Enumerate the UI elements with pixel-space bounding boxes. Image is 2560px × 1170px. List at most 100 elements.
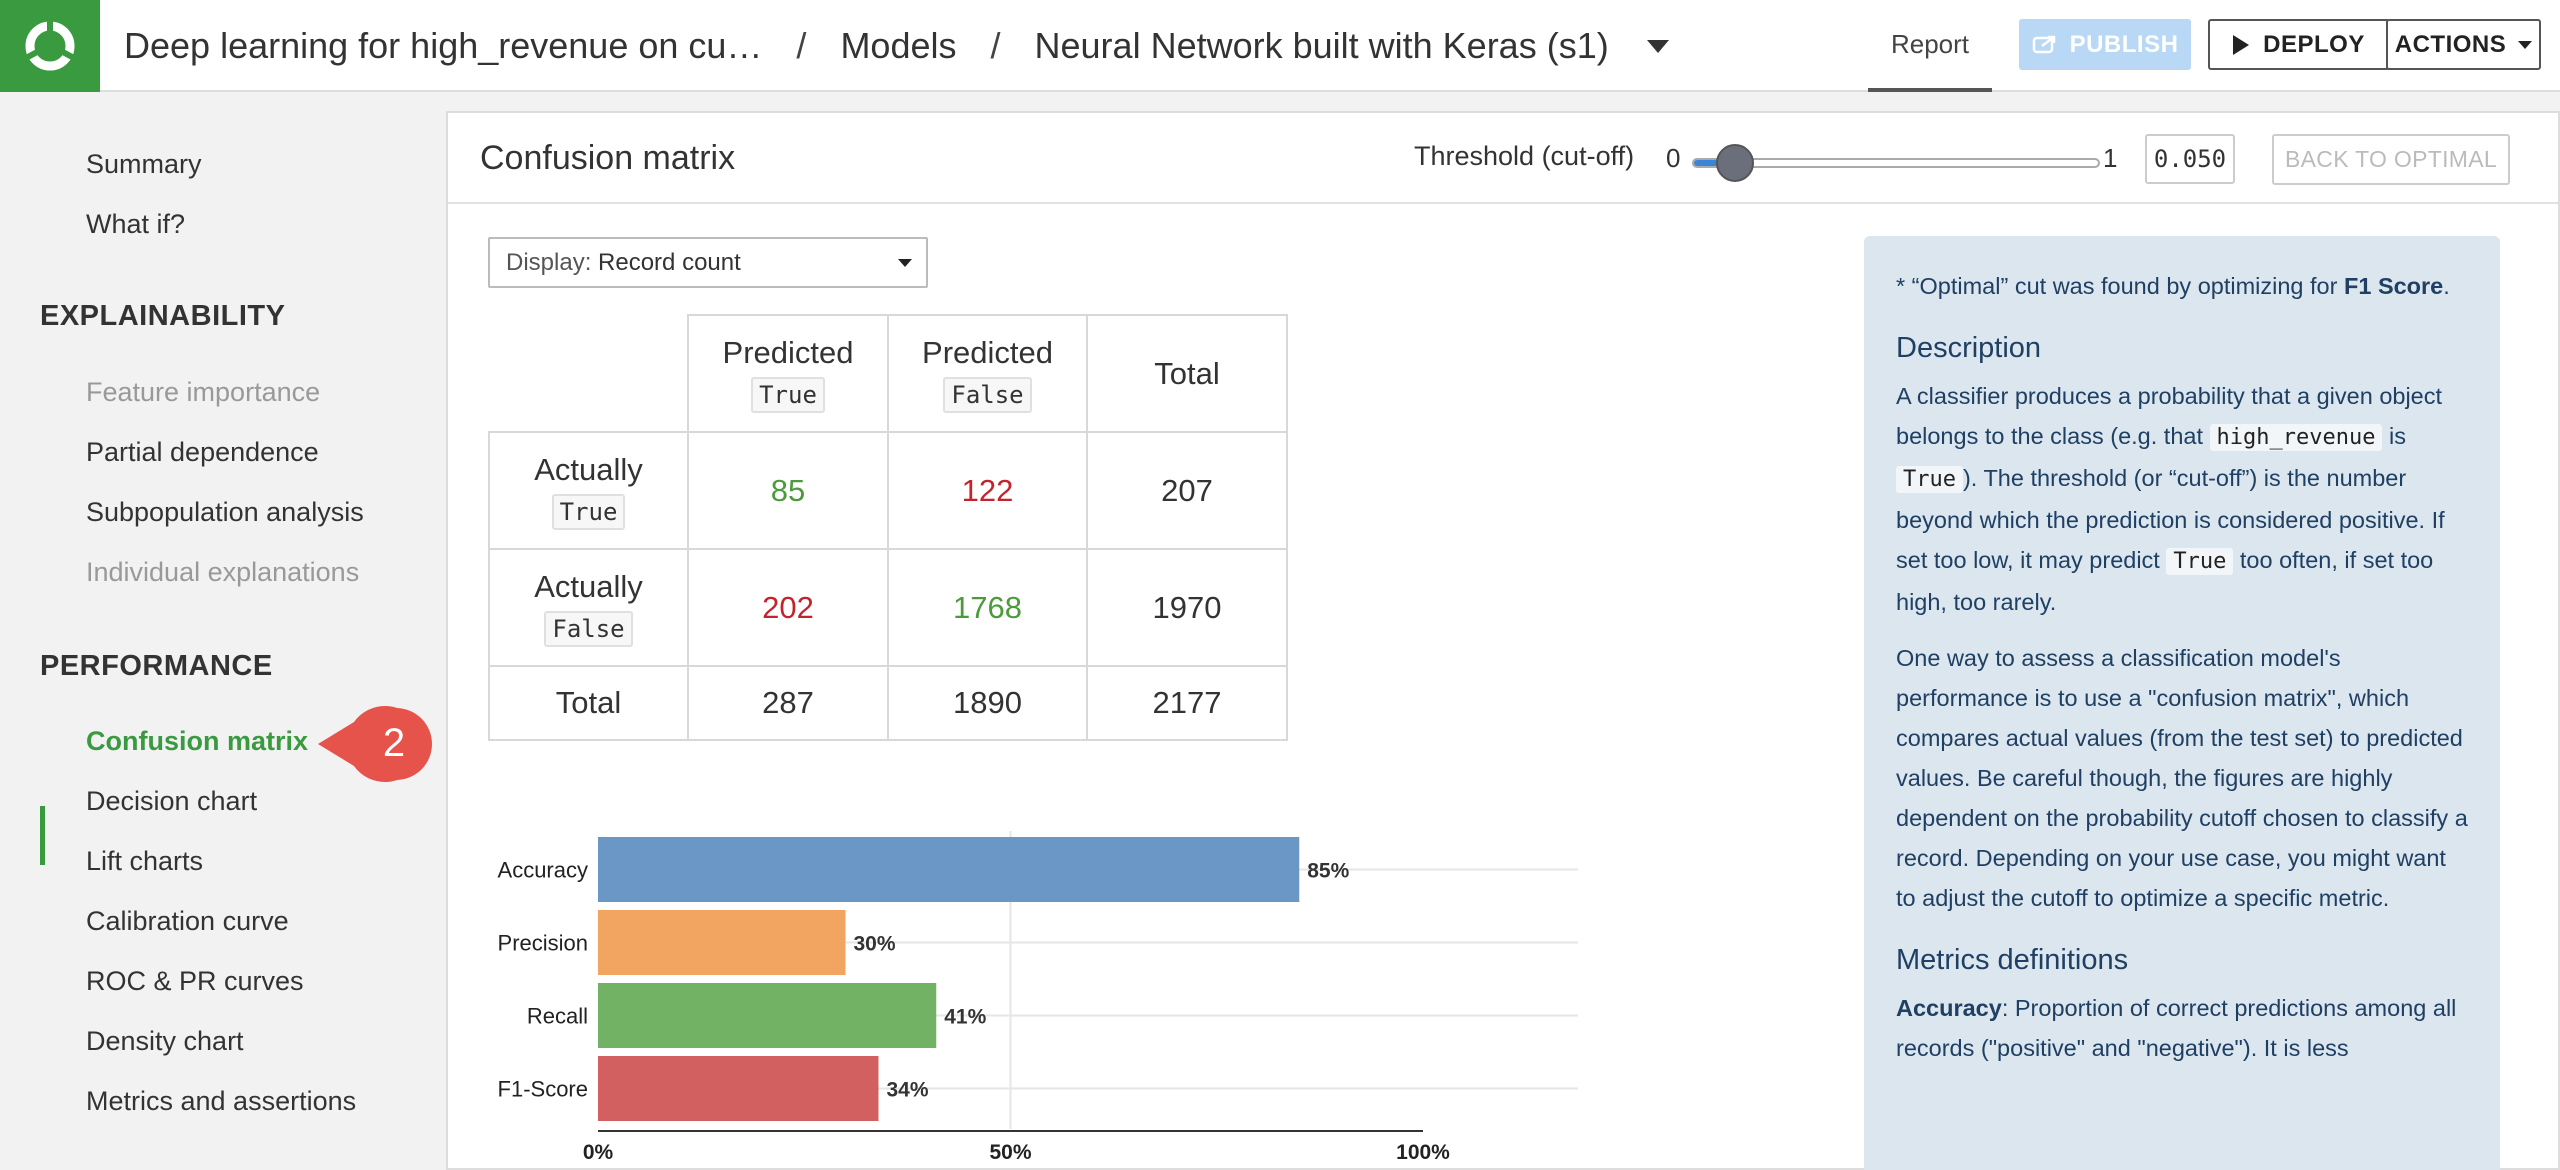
chart-bar (598, 1056, 879, 1121)
threshold-max: 1 (2103, 143, 2118, 173)
cell-col-total: 1890 (887, 665, 1088, 741)
table-row: Total 287 1890 2177 (488, 665, 1288, 741)
publish-icon (2032, 35, 2055, 53)
sidebar-item-partial-dependence[interactable]: Partial dependence (86, 437, 319, 467)
breadcrumb-models[interactable]: Models (840, 25, 957, 66)
threshold-slider-fill (1694, 160, 1729, 166)
chevron-down-icon (2518, 40, 2533, 49)
optimal-note-end: . (2443, 273, 2450, 299)
dataiku-logo-icon[interactable] (0, 0, 100, 92)
actions-label: ACTIONS (2394, 30, 2507, 58)
row-header-total: Total (488, 665, 689, 741)
cell-row-total: 1970 (1086, 548, 1288, 667)
deploy-label: DEPLOY (2263, 30, 2365, 58)
active-indicator (40, 806, 45, 865)
chart-tick-label: 100% (1396, 1141, 1450, 1164)
chart-tick-label: 50% (989, 1141, 1031, 1164)
row-actually-label: Actually (534, 568, 643, 604)
breadcrumb-separator: / (990, 25, 1001, 66)
sidebar-item-subpopulation-analysis[interactable]: Subpopulation analysis (86, 497, 364, 527)
panel-header: Confusion matrix Threshold (cut-off) 0 1… (448, 113, 2558, 204)
chart-data-label: 34% (887, 1079, 929, 1102)
row-true-code: True (551, 493, 626, 530)
header-true-code: True (751, 376, 825, 413)
play-icon (2233, 34, 2250, 55)
threshold-slider-track[interactable] (1692, 158, 2100, 168)
table-row: Actually True 85 122 207 (488, 431, 1288, 550)
step-badge-number: 2 (383, 721, 405, 765)
page-title: Confusion matrix (480, 139, 736, 177)
optimal-note-text: * “Optimal” cut was found by optimizing … (1896, 273, 2344, 299)
sidebar-item-calibration-curve[interactable]: Calibration curve (86, 906, 289, 936)
description-paragraph-2: One way to assess a classification model… (1896, 645, 2468, 911)
description-heading: Description (1896, 332, 2042, 364)
display-select[interactable]: Display: Record count (488, 237, 928, 288)
desc-code-3: True (2166, 548, 2234, 575)
chart-bar (598, 983, 937, 1048)
sidebar-item-lift-charts[interactable]: Lift charts (86, 846, 204, 876)
display-value: Record count (598, 248, 741, 276)
sidebar-item-density-chart[interactable]: Density chart (86, 1026, 244, 1056)
confusion-matrix-table: Predicted True Predicted False Total Act… (488, 314, 1288, 741)
top-bar: Deep learning for high_revenue on cu… / … (0, 0, 2560, 92)
step-badge: 2 (318, 706, 432, 782)
chart-data-label: 85% (1307, 860, 1349, 883)
cell-true-positive: 85 (687, 431, 889, 550)
main-panel: Confusion matrix Threshold (cut-off) 0 1… (446, 111, 2560, 1170)
threshold-min: 0 (1666, 143, 1681, 173)
tab-report[interactable]: Report (1868, 0, 1992, 92)
description-paragraph: A classifier produces a probability that… (1896, 376, 2468, 622)
sidebar-item-individual-explanations[interactable]: Individual explanations (86, 557, 360, 587)
chart-bar (598, 910, 846, 975)
breadcrumb: Deep learning for high_revenue on cu… / … (124, 0, 1669, 92)
cell-col-total: 287 (687, 665, 889, 741)
breadcrumb-model[interactable]: Neural Network built with Keras (s1) (1034, 25, 1609, 66)
sidebar-item-confusion-matrix[interactable]: Confusion matrix (86, 726, 309, 756)
sidebar-item-feature-importance[interactable]: Feature importance (86, 377, 321, 407)
cell-true-negative: 1768 (887, 548, 1088, 667)
info-panel: * “Optimal” cut was found by optimizing … (1864, 236, 2500, 1170)
sidebar-item-summary[interactable]: Summary (86, 149, 202, 179)
header-predicted-true: Predicted True (687, 314, 889, 433)
threshold-value-input[interactable]: 0.050 (2145, 134, 2235, 184)
breadcrumb-separator: / (796, 25, 807, 66)
accuracy-text: : Proportion of correct predictions amon… (1896, 995, 2457, 1061)
sidebar-heading-explainability: EXPLAINABILITY (40, 300, 286, 332)
desc-code-1: high_revenue (2209, 424, 2383, 451)
chart-category-label: Accuracy (498, 858, 588, 883)
chart-category-label: Recall (527, 1004, 588, 1029)
breadcrumb-project[interactable]: Deep learning for high_revenue on cu… (124, 25, 763, 66)
cell-false-negative: 122 (887, 431, 1088, 550)
sidebar-item-decision-chart[interactable]: Decision chart (86, 786, 258, 816)
back-to-optimal-button[interactable]: BACK TO OPTIMAL (2272, 134, 2510, 185)
publish-button[interactable]: PUBLISH (2019, 19, 2191, 70)
accuracy-term: Accuracy (1896, 995, 2002, 1021)
accuracy-definition: Accuracy: Proportion of correct predicti… (1896, 988, 2468, 1068)
row-false-code: False (544, 610, 633, 647)
model-menu-chevron-down-icon[interactable] (1646, 39, 1669, 53)
actions-button[interactable]: ACTIONS (2386, 19, 2541, 70)
threshold-slider-handle[interactable] (1716, 144, 1755, 182)
header-false-code: False (943, 376, 1032, 413)
chart-bar (598, 837, 1300, 902)
deploy-button[interactable]: DEPLOY (2208, 19, 2390, 70)
sidebar-item-metrics-assertions[interactable]: Metrics and assertions (86, 1086, 357, 1116)
sidebar: Summary What if? EXPLAINABILITY Feature … (0, 92, 446, 1170)
sidebar-item-what-if[interactable]: What if? (86, 209, 186, 239)
chevron-down-icon (898, 259, 912, 267)
sidebar-item-roc-pr-curves[interactable]: ROC & PR curves (86, 966, 304, 996)
threshold-label: Threshold (cut-off) (1414, 141, 1635, 171)
row-actually-label: Actually (534, 451, 643, 487)
sidebar-heading-performance: PERFORMANCE (40, 650, 273, 682)
corner-cell (489, 315, 689, 433)
row-header-actually-false: Actually False (488, 548, 689, 667)
display-prefix: Display: (506, 248, 592, 276)
cell-grand-total: 2177 (1086, 665, 1288, 741)
optimal-note: * “Optimal” cut was found by optimizing … (1896, 266, 2468, 306)
desc-text-3: ). The threshold (or “cut-off”) is the n… (1896, 465, 2445, 573)
desc-code-2: True (1896, 466, 1963, 493)
chart-tick-label: 0% (583, 1141, 614, 1164)
desc-text-1: A classifier produces a probability that… (1896, 383, 2443, 449)
chart-data-label: 30% (854, 933, 896, 956)
optimal-note-metric: F1 Score (2343, 273, 2444, 299)
